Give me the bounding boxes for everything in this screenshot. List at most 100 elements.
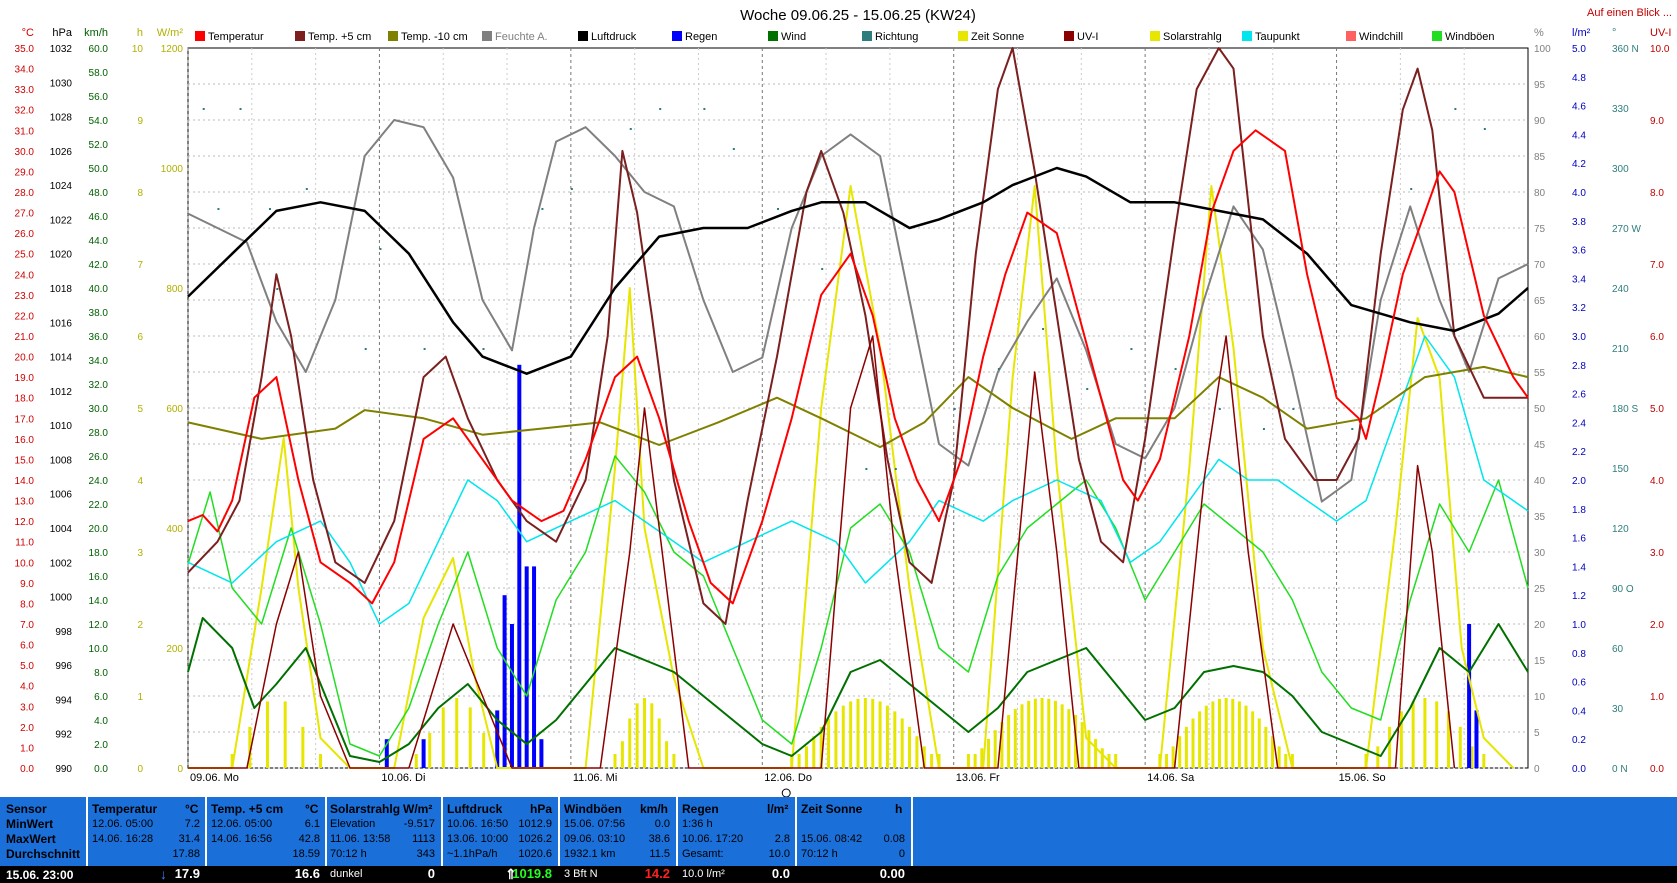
- axis-tick: 44.0: [89, 236, 109, 247]
- axis-tick: 1000: [50, 593, 73, 604]
- direction-dot: [541, 208, 544, 210]
- legend-label: Windböen: [1445, 31, 1495, 43]
- axis-tick: 1.0: [1650, 692, 1664, 703]
- axis-tick: 3.0: [1572, 332, 1586, 343]
- cell: 1113: [412, 833, 435, 845]
- axis-tick: 0.2: [1572, 735, 1586, 746]
- legend-label: Temp. +5 cm: [308, 31, 371, 43]
- sun-bar: [620, 741, 624, 768]
- axis-tick: 10: [1534, 692, 1546, 703]
- cell: 1020.6: [518, 848, 552, 860]
- cell: 1932.1 km: [564, 848, 616, 860]
- legend-label: Zeit Sonne: [971, 31, 1024, 43]
- sun-bar: [1184, 726, 1188, 768]
- rain-bar: [502, 595, 507, 768]
- legend-swatch: [482, 31, 492, 41]
- series-line-humid: [187, 119, 1529, 503]
- sun-bar: [797, 754, 801, 768]
- cell: -9.517: [403, 818, 435, 830]
- sun-bar: [1244, 705, 1248, 768]
- cell: 14.06. 16:28: [92, 833, 154, 845]
- pressure-trend-arrow: ⇑: [505, 866, 517, 882]
- sun-bar: [301, 726, 305, 768]
- axis-tick: 26.0: [89, 452, 109, 463]
- axis-tick: 32.0: [15, 106, 35, 117]
- sun-bar: [1277, 746, 1281, 768]
- legend-label: UV-I: [1077, 31, 1098, 43]
- axis-tick: 75: [1534, 224, 1546, 235]
- axis-tick: 54.0: [89, 116, 109, 127]
- axis-tick: 42.0: [89, 260, 109, 271]
- axis-tick: 17.0: [15, 414, 35, 425]
- axis-tick: 3.2: [1572, 303, 1586, 314]
- legend-swatch: [388, 31, 398, 41]
- rain-total: 10.0 l/m²: [682, 868, 725, 880]
- axis-tick: 0.0: [1572, 764, 1586, 775]
- current-solar: 0: [427, 866, 435, 881]
- sun-bar: [1040, 698, 1044, 768]
- axis-tick: 8.0: [94, 668, 108, 679]
- axis-tick: 5.0: [20, 661, 34, 672]
- axis-tick: 35.0: [15, 44, 35, 55]
- axis-tick: 1002: [50, 558, 73, 569]
- legend-label: Luftdruck: [591, 31, 637, 43]
- axis-tick: 26.0: [15, 229, 35, 240]
- axis-tick: 25: [1534, 584, 1546, 595]
- sun-bar: [441, 707, 445, 768]
- axis-tick: 9.0: [20, 579, 34, 590]
- col-sensor-header: Sensor: [6, 802, 47, 816]
- direction-dot: [305, 188, 308, 190]
- axis-tick: 29.0: [15, 167, 35, 178]
- cell: 12.06. 05:00: [211, 818, 273, 830]
- axis-tick: 4.0: [1650, 476, 1664, 487]
- axis-tick: 25.0: [15, 250, 35, 261]
- current-bft: 3 Bft N: [564, 868, 598, 880]
- axis-unit: %: [1534, 27, 1544, 39]
- axis-tick: 0.0: [20, 764, 34, 775]
- direction-dot: [1042, 328, 1045, 330]
- direction-dot: [777, 208, 780, 210]
- axis-tick: 31.0: [15, 126, 35, 137]
- axis-tick: 240: [1612, 284, 1629, 295]
- axis-tick: 1024: [50, 181, 73, 192]
- axis-tick: 30.0: [89, 404, 109, 415]
- series-line-temp5: [187, 47, 1528, 625]
- sun-bar: [827, 718, 831, 768]
- col-pressure-header: Luftdruck: [447, 802, 503, 816]
- legend-label: Windchill: [1359, 31, 1403, 43]
- axis-tick: 0.0: [94, 764, 108, 775]
- axis-tick: 45: [1534, 440, 1546, 451]
- sun-bar: [1257, 718, 1261, 768]
- series-line-pressure: [187, 166, 1529, 375]
- sun-bar: [1171, 746, 1175, 768]
- sun-bar: [1087, 730, 1091, 768]
- axis-tick: 0.0: [1650, 764, 1664, 775]
- axis-tick: 4.4: [1572, 130, 1586, 141]
- axis-unit: l/m²: [1572, 27, 1591, 39]
- legend-swatch: [295, 31, 305, 41]
- direction-dot: [268, 208, 271, 210]
- axis-tick: 38.0: [89, 308, 109, 319]
- sun-bar: [468, 707, 472, 768]
- axis-tick: 34.0: [15, 65, 35, 76]
- row-label: MaxWert: [6, 832, 56, 846]
- sun-bar: [230, 754, 234, 768]
- axis-tick: 4.8: [1572, 73, 1586, 84]
- cell: 1026.2: [518, 833, 552, 845]
- axis-tick: 50: [1534, 404, 1546, 415]
- sun-bar: [804, 746, 808, 768]
- sun-bar: [455, 698, 459, 768]
- axis-tick: 18.0: [89, 548, 109, 559]
- sun-bar: [642, 698, 646, 768]
- sun-bar: [1399, 711, 1403, 768]
- legend-swatch: [195, 31, 205, 41]
- direction-dot: [703, 108, 706, 110]
- axis-tick: 19.0: [15, 373, 35, 384]
- axis-tick: 10: [132, 44, 144, 55]
- direction-dot: [1483, 128, 1486, 130]
- axis-tick: 60: [1534, 332, 1546, 343]
- sun-bar: [1053, 700, 1057, 768]
- sun-bar: [849, 701, 853, 768]
- legend-swatch: [1432, 31, 1442, 41]
- axis-tick: 3.4: [1572, 274, 1586, 285]
